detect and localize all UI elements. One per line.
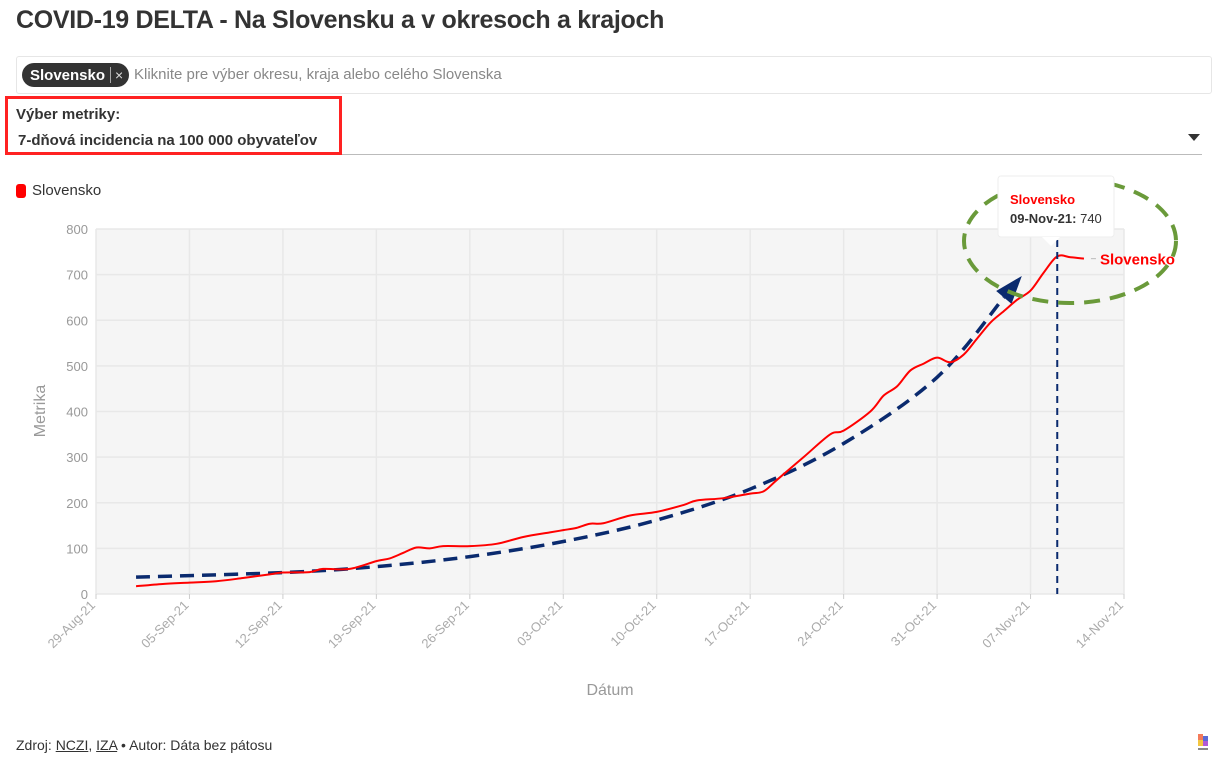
y-tick-label: 500 [66,359,88,374]
tooltip-value: 740 [1080,211,1102,226]
x-tick-label: 31-Oct-21 [888,598,939,649]
selector-placeholder[interactable]: Kliknite pre výber okresu, kraja alebo c… [134,66,502,83]
legend-item[interactable]: Slovensko [16,182,101,199]
source-separator: , [88,737,93,753]
series-end-label: Slovensko [1100,252,1175,269]
y-tick-label: 0 [81,587,88,602]
x-tick-label: 26-Sep-21 [418,598,472,652]
footer-source: Zdroj: NCZI, IZA • Autor: Dáta bez pátos… [16,737,272,753]
legend-label: Slovensko [32,182,102,199]
x-tick-label: 14-Nov-21 [1073,598,1127,652]
y-tick-label: 200 [66,496,88,511]
nczi-link[interactable]: NCZI [55,737,89,753]
x-tick-label: 24-Oct-21 [794,598,845,649]
author-text: • Autor: Dáta bez pátosu [121,737,273,753]
x-tick-label: 19-Sep-21 [325,598,379,652]
x-tick-label: 03-Oct-21 [514,598,565,649]
x-tick-label: 05-Sep-21 [138,598,192,652]
y-tick-label: 100 [66,541,88,556]
x-axis-label: Dátum [586,682,633,699]
tooltip: Slovensko 09-Nov-21: 740 [997,175,1115,246]
metric-value[interactable]: 7-dňová incidencia na 100 000 obyvateľov [18,132,318,149]
chip-remove-icon[interactable]: × [110,67,123,83]
y-tick-label: 600 [66,313,88,328]
x-tick-label: 10-Oct-21 [607,598,658,649]
caret-down-icon[interactable] [1188,134,1200,141]
page-title: COVID-19 DELTA - Na Slovensku a v okreso… [16,6,665,34]
x-tick-label: 17-Oct-21 [701,598,752,649]
tooltip-series: Slovensko [1010,192,1075,207]
legend-swatch [16,183,26,198]
source-prefix: Zdroj: [16,737,52,753]
data-bez-patosu-logo-icon [1198,734,1208,750]
iza-link[interactable]: IZA [96,737,118,753]
selected-chip: Slovensko × [22,63,130,87]
y-tick-label: 700 [66,268,88,283]
y-tick-label: 400 [66,405,88,420]
svg-text:09-Nov-21: 740: 09-Nov-21: 740 [1010,211,1102,226]
x-tick-label: 12-Sep-21 [231,598,285,652]
tooltip-date: 09-Nov-21: [1010,211,1076,226]
y-axis-label: Metrika [32,385,49,438]
x-tick-label: 07-Nov-21 [979,598,1033,652]
y-tick-label: 800 [66,222,88,237]
metric-label: Výber metriky: [16,106,121,123]
region-selector[interactable]: Slovensko × Kliknite pre výber okresu, k… [16,56,1212,94]
highlight-box [5,96,342,155]
x-tick-label: 29-Aug-21 [45,598,99,652]
y-tick-label: 300 [66,450,88,465]
chip-label: Slovensko [30,66,106,84]
series-line-slovensko[interactable] [135,254,1085,588]
metric-dropdown[interactable]: Výber metriky: 7-dňová incidencia na 100… [16,104,1202,155]
